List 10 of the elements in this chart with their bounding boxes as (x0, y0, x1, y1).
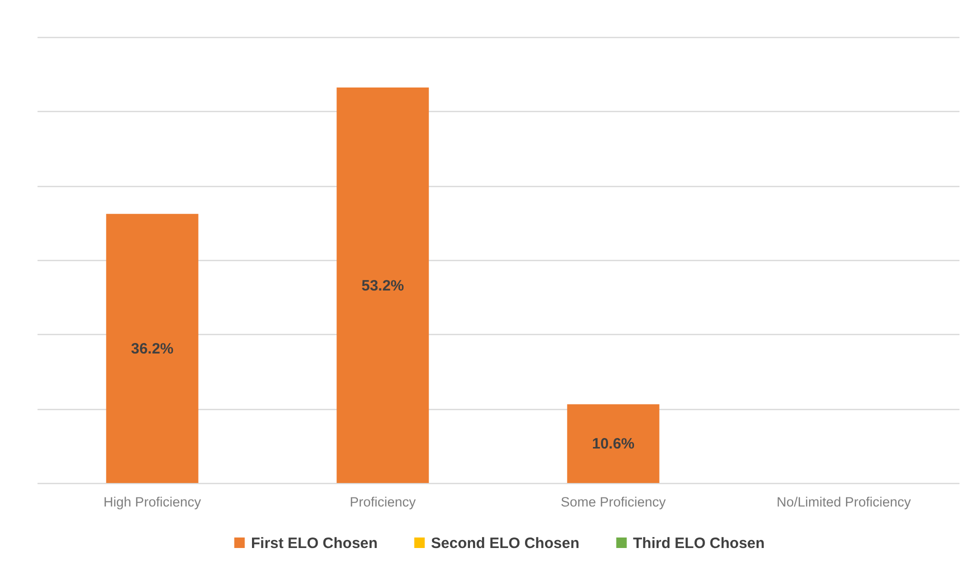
legend-label: First ELO Chosen (251, 534, 378, 552)
legend-label: Third ELO Chosen (633, 534, 765, 552)
data-label: 36.2% (130, 340, 174, 358)
data-label: 10.6% (592, 436, 635, 453)
x-tick-label: Proficiency (350, 494, 416, 510)
legend-label: Second ELO Chosen (431, 534, 580, 552)
x-tick-label: Some Proficiency (560, 494, 666, 510)
x-tick-label: No/Limited Proficiency (776, 494, 912, 510)
x-tick-label: High Proficiency (103, 494, 202, 510)
data-label: 53.2% (361, 277, 404, 294)
